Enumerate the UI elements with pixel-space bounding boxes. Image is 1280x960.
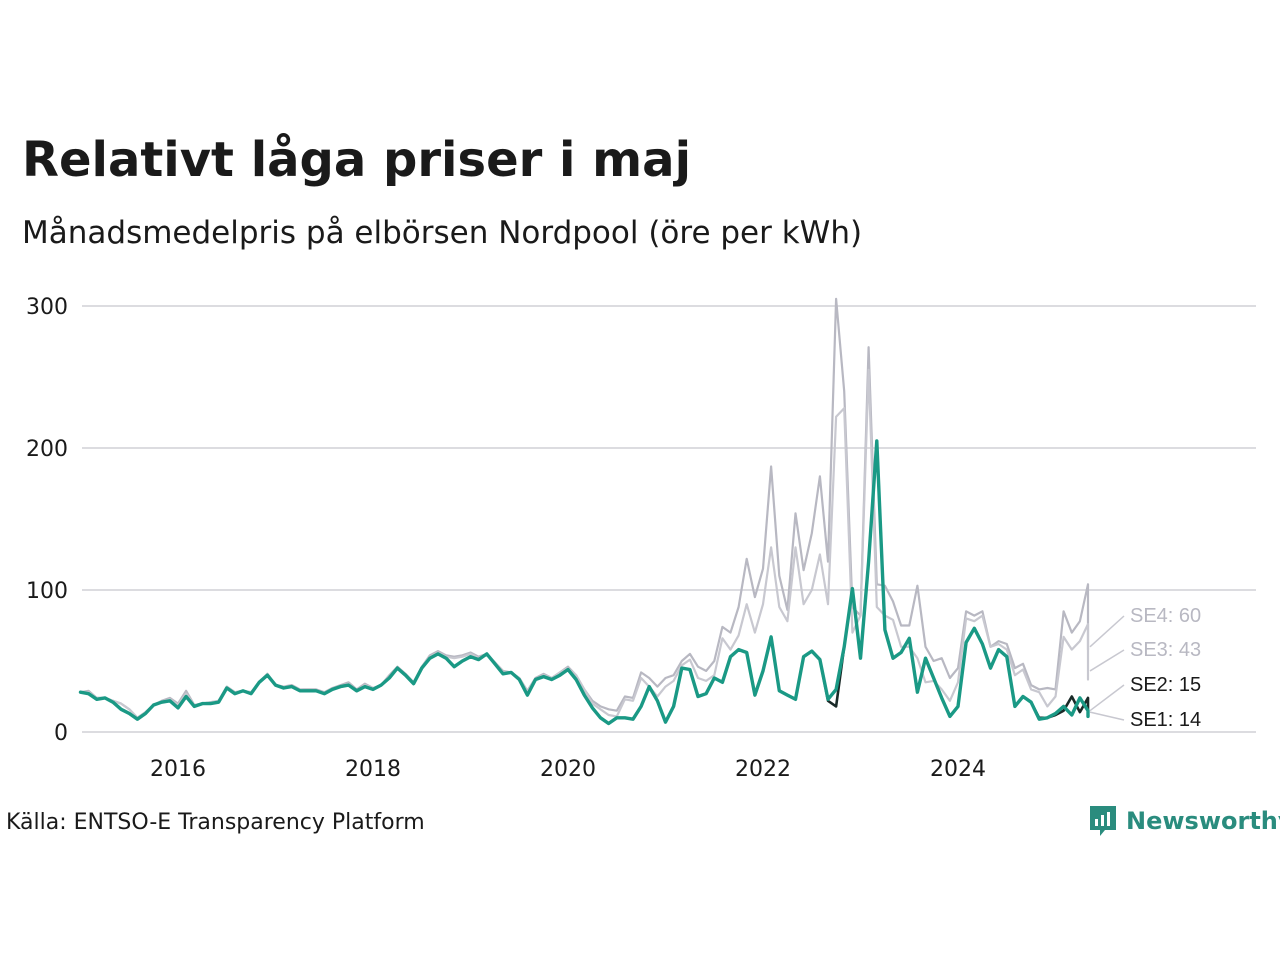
end-label-se1: SE1: 14	[1130, 709, 1201, 731]
logo-text: Newsworthy	[1126, 807, 1280, 835]
series-line-se3	[79, 368, 1090, 719]
x-tick-label: 2024	[930, 757, 986, 782]
end-label-connector	[1089, 684, 1125, 712]
y-axis-ticks: 0 100 200 300	[26, 295, 68, 746]
chart-title: Relativt låga priser i maj	[22, 132, 692, 188]
series-lines	[78, 297, 1090, 726]
end-labels: SE4: 60 SE3: 43 SE2: 15 SE1: 14	[1089, 605, 1201, 731]
x-tick-label: 2018	[345, 757, 401, 782]
y-tick-label: 0	[54, 721, 68, 746]
y-tick-label: 200	[26, 437, 68, 462]
end-label-connector	[1089, 649, 1125, 672]
end-label-connector	[1089, 615, 1125, 648]
grid-lines	[82, 305, 1256, 733]
x-tick-label: 2016	[150, 757, 206, 782]
x-tick-label: 2022	[735, 757, 791, 782]
end-label-se3: SE3: 43	[1130, 639, 1201, 661]
newsworthy-logo[interactable]: Newsworthy	[1088, 804, 1280, 838]
source-note: Källa: ENTSO-E Transparency Platform	[6, 810, 425, 835]
x-tick-label: 2020	[540, 757, 596, 782]
series-line-se2	[79, 439, 1090, 725]
series-line-se1	[78, 439, 1090, 726]
y-tick-label: 100	[26, 579, 68, 604]
end-label-se2: SE2: 15	[1130, 674, 1201, 696]
chart-subtitle: Månadsmedelpris på elbörsen Nordpool (ör…	[22, 215, 863, 251]
y-tick-label: 300	[26, 295, 68, 320]
end-label-se4: SE4: 60	[1130, 605, 1201, 627]
end-label-connector	[1089, 711, 1125, 721]
x-axis-ticks: 2016 2018 2020 2022 2024	[150, 757, 986, 782]
chart-bubble-icon	[1090, 806, 1116, 836]
series-line-se4	[79, 297, 1090, 719]
